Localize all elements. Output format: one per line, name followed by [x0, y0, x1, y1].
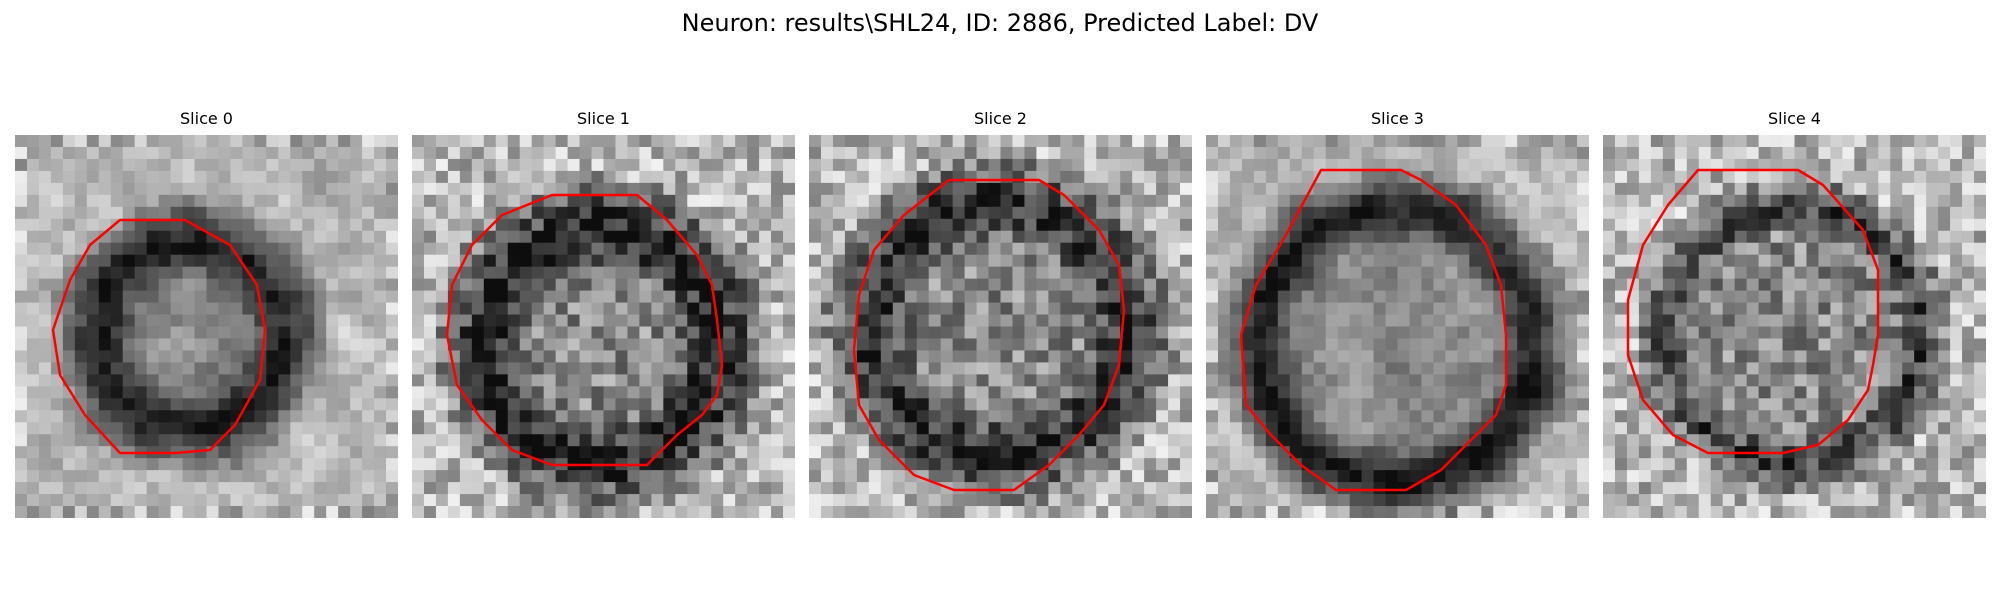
cell-contour	[852, 178, 1126, 492]
slice-panel-2: Slice 2	[809, 108, 1192, 518]
slice-title: Slice 1	[577, 109, 630, 128]
slice-image-3	[1206, 135, 1589, 518]
slice-panel-1: Slice 1	[412, 108, 795, 518]
slice-title: Slice 3	[1371, 109, 1424, 128]
slice-panel-4: Slice 4	[1603, 108, 1986, 518]
cell-contour	[1239, 168, 1508, 492]
slice-image-4	[1603, 135, 1986, 518]
slice-title: Slice 4	[1768, 109, 1821, 128]
slice-image-0	[15, 135, 398, 518]
slice-panel-3: Slice 3	[1206, 108, 1589, 518]
cell-contour	[51, 218, 267, 455]
slice-panel-0: Slice 0	[15, 108, 398, 518]
slice-image-2	[809, 135, 1192, 518]
slice-title: Slice 0	[180, 109, 233, 128]
cell-contour	[445, 193, 724, 467]
figure-title: Neuron: results\SHL24, ID: 2886, Predict…	[681, 9, 1319, 37]
cell-contour	[1626, 168, 1880, 455]
slice-title: Slice 2	[974, 109, 1027, 128]
slice-image-1	[412, 135, 795, 518]
